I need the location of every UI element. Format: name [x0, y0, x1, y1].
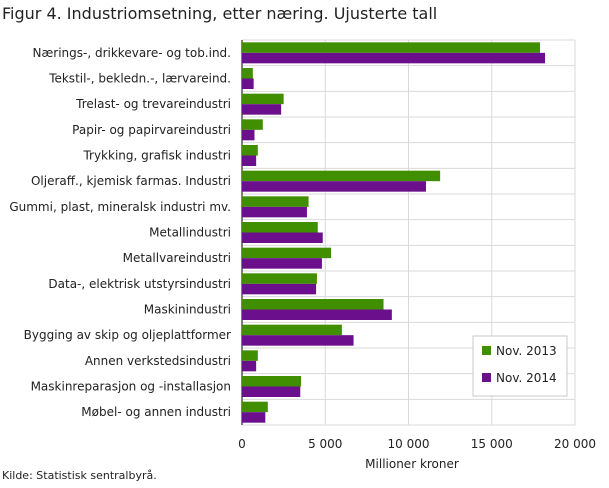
legend-swatch-nov-2013: [482, 346, 491, 355]
category-label: Trelast- og trevareindustri: [75, 97, 231, 111]
legend-label-nov-2014: Nov. 2014: [496, 371, 557, 385]
bar-nov-2013: [242, 145, 258, 156]
category-label: Metallvareindustri: [123, 251, 231, 265]
category-label: Oljeraff., kjemisk farmas. Industri: [31, 174, 231, 188]
bar-nov-2013: [242, 93, 284, 105]
bar-nov-2013: [242, 376, 302, 387]
bar-nov-2014: [242, 104, 282, 115]
category-label: Maskinindustri: [144, 303, 231, 317]
bar-nov-2013: [242, 350, 258, 361]
bar-nov-2014: [242, 258, 322, 269]
x-axis-label: Millioner kroner: [365, 457, 459, 471]
category-label: Gummi, plast, mineralsk industri mv.: [9, 200, 231, 214]
bar-nov-2014: [242, 386, 301, 397]
bar-nov-2014: [242, 206, 307, 218]
bar-nov-2013: [242, 401, 268, 413]
bar-nov-2014: [242, 283, 317, 295]
bar-nov-2013: [242, 273, 317, 284]
bar-nov-2013: [242, 119, 263, 130]
category-label: Papir- og papirvareindustri: [72, 123, 231, 137]
bar-nov-2014: [242, 412, 266, 423]
bar-nov-2014: [242, 335, 354, 346]
category-label: Annen verkstedsindustri: [85, 354, 231, 368]
bar-nov-2013: [242, 42, 541, 53]
bar-nov-2014: [242, 52, 546, 64]
category-label: Trykking, grafisk industri: [82, 149, 231, 163]
x-axis-ticks: 0 5 000 10 000 15 000 20 000: [238, 437, 596, 451]
category-label: Møbel- og annen industri: [81, 405, 231, 419]
chart-title: Figur 4. Industriomsetning, etter næring…: [2, 4, 438, 23]
bar-nov-2013: [242, 299, 384, 310]
bars-layer: [242, 42, 546, 423]
category-label: Bygging av skip og oljeplattformer: [24, 328, 231, 342]
bar-nov-2013: [242, 196, 309, 207]
legend-label-nov-2013: Nov. 2013: [496, 344, 557, 358]
category-label: Data-, elektrisk utstyrsindustri: [48, 277, 231, 291]
x-tick-label: 5 000: [308, 437, 342, 451]
category-label: Metallindustri: [149, 226, 231, 240]
bar-nov-2013: [242, 170, 441, 182]
bar-nov-2014: [242, 360, 257, 372]
x-tick-label: 10 000: [388, 437, 430, 451]
bar-nov-2014: [242, 78, 254, 89]
bar-nov-2013: [242, 247, 332, 259]
x-tick-label: 0: [238, 437, 246, 451]
legend: Nov. 2013 Nov. 2014: [472, 335, 568, 397]
x-tick-label: 15 000: [471, 437, 513, 451]
bar-nov-2014: [242, 129, 255, 141]
bar-nov-2014: [242, 155, 257, 166]
bar-nov-2013: [242, 68, 253, 79]
category-label: Nærings-, drikkevare- og tob.ind.: [33, 46, 231, 60]
bar-nov-2014: [242, 309, 392, 320]
legend-swatch-nov-2014: [482, 373, 491, 382]
bar-nov-2014: [242, 181, 426, 192]
category-label: Tekstil-, bekledn.-, lærvareind.: [48, 72, 231, 86]
bar-nov-2013: [242, 222, 318, 233]
source-note: Kilde: Statistisk sentralbyrå.: [2, 469, 157, 482]
bar-nov-2013: [242, 324, 342, 336]
category-label: Maskinreparasjon og -installasjon: [31, 380, 231, 394]
x-tick-label: 20 000: [554, 437, 596, 451]
bar-nov-2014: [242, 232, 323, 243]
category-labels: Nærings-, drikkevare- og tob.ind. Tekstil…: [9, 46, 231, 419]
